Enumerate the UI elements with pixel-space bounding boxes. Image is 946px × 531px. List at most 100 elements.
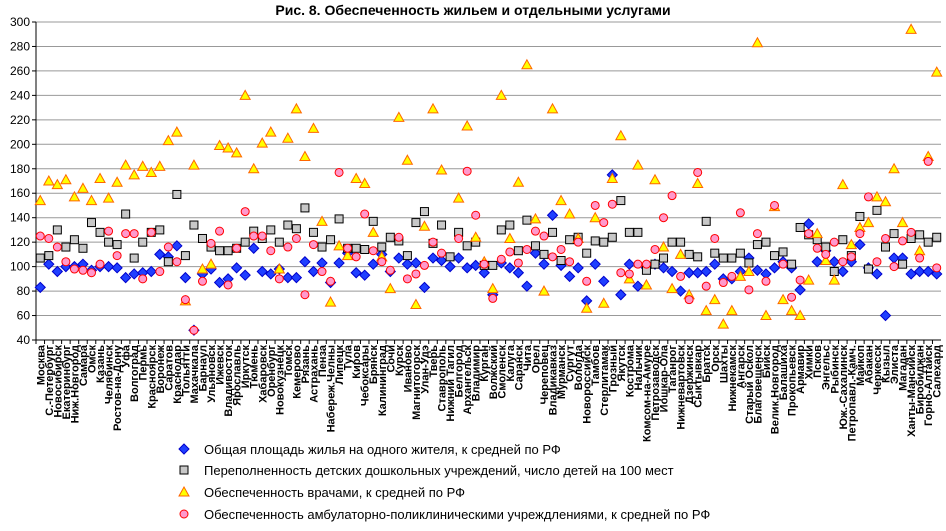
data-point-diamond — [794, 284, 806, 296]
x-tick-label: Владикавказ — [548, 344, 560, 415]
data-point-triangle — [273, 263, 286, 274]
data-point-triangle — [640, 278, 653, 290]
y-tick-label: 120 — [10, 235, 30, 249]
data-point-diamond — [299, 256, 311, 268]
data-point-circle — [411, 269, 421, 279]
data-point-square — [385, 232, 395, 242]
x-tick-label: Нальчик — [633, 345, 645, 391]
x-tick-label: Магадан — [898, 345, 910, 391]
x-tick-label: Юж.-Сахалинск — [838, 345, 850, 430]
data-point-circle — [530, 226, 540, 236]
data-point-square — [189, 220, 199, 230]
data-point-circle — [488, 293, 498, 303]
data-point-square — [565, 235, 575, 245]
y-tick-label: 100 — [10, 260, 30, 274]
data-point-circle — [274, 274, 284, 284]
x-tick-label: Абакан — [863, 345, 875, 384]
x-tick-label: Братск — [701, 345, 713, 383]
data-point-triangle — [580, 302, 593, 313]
data-point-circle — [650, 244, 660, 254]
data-point-circle — [718, 278, 728, 288]
x-tick-label: Нижнекамск — [727, 345, 739, 412]
data-point-diamond — [461, 262, 473, 274]
data-point-triangle — [94, 172, 106, 184]
data-point-circle — [659, 213, 669, 223]
data-point-circle — [351, 252, 361, 262]
data-point-diamond — [768, 262, 781, 274]
data-point-triangle — [51, 178, 64, 190]
x-tick-label: Шахты — [718, 345, 730, 383]
data-point-circle — [898, 236, 908, 246]
legend-label-doctors: Обеспеченность врачами, к средней по РФ — [204, 485, 465, 500]
data-point-circle — [419, 260, 429, 270]
data-point-square — [659, 253, 669, 263]
data-point-circle — [693, 167, 703, 177]
x-tick-label: Саранск — [513, 345, 525, 391]
x-tick-label: Астрахань — [308, 345, 320, 403]
data-point-diamond — [837, 265, 849, 278]
data-point-square — [240, 237, 250, 247]
legend-label-housing: Общая площадь жилья на одного жителя, к … — [204, 442, 561, 457]
y-tick-label: 300 — [10, 15, 30, 29]
legend-item-housing: Общая площадь жилья на одного жителя, к … — [178, 442, 561, 457]
x-tick-label: Магнитогорск — [411, 345, 423, 420]
x-tick-label: Киров — [351, 345, 363, 379]
data-point-circle — [462, 166, 472, 176]
x-tick-label: Дзержинск — [684, 345, 696, 404]
data-point-square — [360, 244, 370, 254]
y-tick-label: 180 — [10, 162, 30, 176]
data-point-circle — [770, 200, 780, 210]
x-tick-label: Курск — [394, 345, 406, 377]
data-point-triangle — [913, 244, 926, 256]
x-tick-label: Петрозаводск — [650, 345, 662, 421]
x-tick-label: Старый Оскол — [744, 345, 756, 424]
x-tick-label: Якутск — [616, 345, 628, 382]
data-point-square — [710, 248, 720, 258]
x-tick-label: Пенза — [317, 344, 329, 377]
y-tick-label: 240 — [10, 88, 30, 102]
data-point-triangle — [589, 211, 602, 223]
data-point-circle — [189, 325, 199, 335]
data-point-triangle — [708, 293, 721, 305]
x-tick-label: Кызыл — [881, 345, 893, 383]
data-point-diamond — [905, 268, 917, 280]
data-point-triangle — [77, 182, 89, 193]
y-tick-label: 140 — [10, 211, 30, 225]
data-point-diamond — [171, 240, 183, 252]
data-point-circle — [556, 244, 566, 254]
data-point-diamond — [43, 258, 55, 270]
data-point-triangle — [111, 176, 123, 187]
data-point-square — [863, 264, 873, 274]
data-point-circle — [565, 257, 575, 267]
data-point-circle — [624, 269, 634, 279]
data-point-triangle — [700, 304, 713, 316]
x-tick-label: Майкоп — [855, 345, 867, 386]
data-point-diamond — [802, 218, 815, 230]
x-tick-label: Грозный — [607, 345, 619, 392]
data-point-diamond — [333, 257, 345, 269]
data-point-circle — [300, 290, 310, 300]
x-tick-label: Армавир — [795, 345, 807, 394]
x-tick-label: Череповец — [539, 345, 551, 405]
data-point-diamond — [401, 258, 414, 270]
data-point-circle — [889, 262, 899, 272]
x-tick-label: Смоленск — [496, 345, 508, 399]
x-tick-label: Комсом-на-Амуре — [641, 345, 653, 442]
gridlines — [36, 21, 941, 317]
data-point-square — [300, 203, 310, 213]
legend-diamond-marker — [178, 443, 190, 455]
data-point-square — [78, 243, 88, 253]
data-point-diamond — [248, 242, 260, 254]
data-point-circle — [326, 276, 336, 286]
data-point-circle — [35, 231, 45, 241]
legend-item-clinics: Обеспеченность амбулаторно-поликлиническ… — [179, 507, 710, 522]
data-point-triangle — [60, 173, 72, 185]
data-point-circle — [667, 191, 677, 201]
data-point-square — [599, 237, 609, 247]
x-tick-label: Самара — [78, 344, 90, 386]
data-point-circle — [829, 237, 839, 247]
x-tick-label: Орел — [530, 345, 542, 373]
data-point-circle — [52, 242, 62, 252]
data-point-square — [69, 235, 79, 245]
data-point-square — [505, 220, 515, 230]
